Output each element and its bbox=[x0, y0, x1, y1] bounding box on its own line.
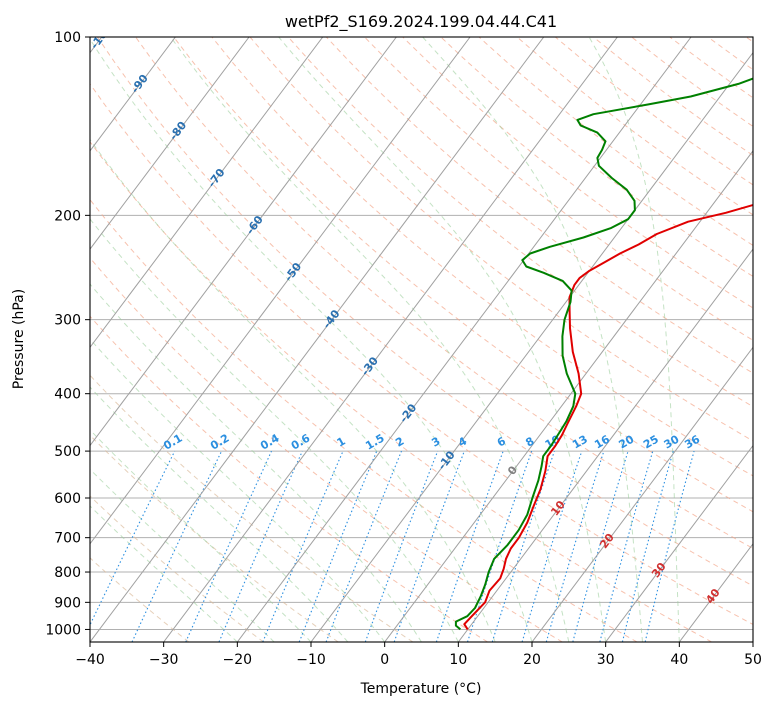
y-axis-label: Pressure (hPa) bbox=[11, 289, 27, 389]
isotherm-line bbox=[90, 37, 324, 349]
y-axis-ticks: 100 200 300 400 500 600 700 800 900 1000 bbox=[45, 30, 90, 638]
mixing-ratio-line bbox=[491, 450, 555, 642]
mixing-ratio-labels: 0.1 0.2 0.4 0.6 1 1.5 2 3 4 6 8 10 13 16 20 25 30 36 bbox=[161, 431, 702, 452]
mixing-ratio-line bbox=[218, 450, 303, 642]
x-tick-label: 10 bbox=[449, 652, 467, 668]
dry-adiabat bbox=[135, 37, 753, 550]
x-tick-label: −20 bbox=[223, 652, 253, 668]
y-tick-label: 400 bbox=[54, 387, 81, 403]
moist-adiabat bbox=[90, 468, 275, 642]
mixing-ratio-lines bbox=[90, 450, 695, 642]
y-tick-label: 1000 bbox=[45, 622, 81, 638]
mixing-ratio-line bbox=[298, 450, 378, 642]
dry-adiabat bbox=[90, 557, 190, 642]
moist-adiabat bbox=[90, 218, 459, 642]
dry-adiabat bbox=[90, 198, 638, 642]
y-tick-label: 500 bbox=[54, 444, 81, 460]
mixing-ratio-line bbox=[435, 450, 504, 642]
moist-adiabat bbox=[90, 429, 312, 642]
isotherm-line bbox=[163, 37, 618, 642]
isotherm-line bbox=[384, 150, 753, 642]
chart-title: wetPf2_S169.2024.199.04.44.C41 bbox=[285, 12, 557, 32]
dry-adiabat bbox=[211, 37, 753, 477]
dry-adiabat bbox=[364, 37, 753, 341]
mixing-ratio-line bbox=[364, 450, 439, 642]
dry-adiabat bbox=[90, 374, 414, 642]
isotherms bbox=[90, 37, 753, 642]
dry-adiabats bbox=[90, 37, 753, 642]
x-tick-label: −40 bbox=[75, 652, 105, 668]
y-tick-label: 700 bbox=[54, 531, 81, 547]
x-tick-label: 50 bbox=[744, 652, 762, 668]
isotherm-line bbox=[90, 37, 545, 642]
mixing-ratio-line bbox=[545, 450, 605, 642]
y-tick-label: 600 bbox=[54, 491, 81, 507]
y-tick-label: 900 bbox=[54, 595, 81, 611]
mixing-ratio-line bbox=[572, 450, 629, 642]
dry-adiabat bbox=[402, 37, 753, 309]
plot-area: -100-90-80-70-60-50-40-30-20-10010203040… bbox=[90, 37, 753, 642]
y-tick-label: 300 bbox=[54, 313, 81, 329]
dry-adiabat bbox=[90, 257, 563, 642]
x-tick-label: −30 bbox=[149, 652, 179, 668]
x-tick-label: 30 bbox=[597, 652, 615, 668]
isotherm-line bbox=[457, 248, 753, 642]
dry-adiabat bbox=[96, 37, 753, 587]
mixing-ratio-line bbox=[621, 450, 674, 642]
sounding-series bbox=[454, 77, 753, 631]
dry-adiabat bbox=[173, 37, 753, 513]
moist-adiabat bbox=[588, 37, 680, 642]
y-tick-label: 200 bbox=[54, 208, 81, 224]
isotherm-line bbox=[90, 37, 397, 447]
mixing-ratio-line bbox=[185, 450, 273, 642]
x-tick-label: 20 bbox=[523, 652, 541, 668]
mixing-ratio-line bbox=[325, 450, 403, 642]
x-tick-label: 40 bbox=[670, 652, 688, 668]
moist-adiabat bbox=[90, 338, 386, 642]
moist-adiabat bbox=[90, 138, 496, 642]
moist-adiabat bbox=[90, 386, 349, 642]
mixing-ratio-line bbox=[466, 450, 533, 642]
isotherm-line bbox=[90, 37, 176, 152]
dewpoint-line bbox=[454, 77, 753, 631]
dry-adiabat bbox=[90, 83, 753, 625]
x-axis-label: Temperature (°C) bbox=[360, 681, 482, 697]
plot-frame bbox=[89, 36, 754, 643]
moist-adiabat bbox=[422, 37, 643, 642]
isotherm-line bbox=[90, 37, 471, 545]
moist-adiabat bbox=[278, 37, 607, 642]
isotherm-line bbox=[90, 37, 250, 250]
y-tick-label: 800 bbox=[54, 565, 81, 581]
isotherm-line bbox=[605, 444, 753, 642]
isotherm-line bbox=[310, 51, 753, 642]
x-tick-label: 0 bbox=[380, 652, 389, 668]
mixing-ratio-line bbox=[262, 450, 344, 642]
isotherm-line bbox=[531, 346, 753, 642]
x-tick-label: −10 bbox=[296, 652, 326, 668]
mixing-ratio-line bbox=[521, 450, 583, 642]
x-axis-ticks: −40 −30 −20 −10 0 10 20 30 40 50 bbox=[75, 642, 762, 668]
dry-adiabat bbox=[90, 140, 712, 642]
dry-adiabat bbox=[287, 37, 753, 408]
mixing-ratio-line bbox=[599, 450, 654, 642]
temperature-line bbox=[463, 203, 753, 630]
isotherm-line bbox=[236, 37, 692, 642]
moist-adiabats bbox=[90, 37, 680, 642]
mixing-ratio-line bbox=[90, 450, 176, 627]
y-tick-label: 100 bbox=[54, 30, 81, 46]
